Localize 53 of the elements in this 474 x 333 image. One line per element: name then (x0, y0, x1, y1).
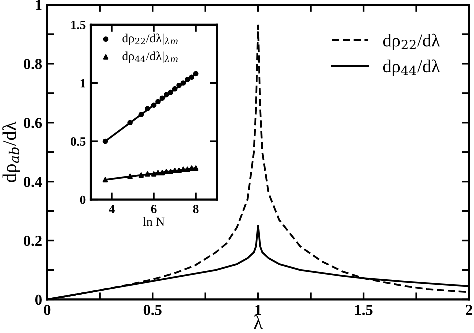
point (151, 172, 157, 177)
x-tick-label: 1 (256, 305, 262, 316)
y-tick-label: 0 (80, 196, 86, 204)
legend-label: dρ$_{44}$/dλ|$_{λm}$ (122, 52, 178, 64)
y-tick-label: 1.5 (72, 21, 86, 30)
point (180, 80, 186, 86)
point (189, 74, 195, 80)
y-tick-label: 0.2 (24, 236, 42, 246)
x-axis-title: ln N (143, 217, 165, 226)
x-tick-label: 6 (151, 205, 157, 214)
point (193, 71, 199, 77)
point (164, 92, 170, 98)
x-tick-label: 0 (44, 305, 51, 316)
point (156, 170, 161, 176)
x-tick-label: 1.5 (355, 305, 373, 316)
y-tick-label: 0.5 (71, 138, 86, 146)
point (151, 102, 157, 108)
x-tick-label: 2 (466, 305, 472, 316)
point (145, 172, 150, 177)
y-tick-label: 1 (80, 79, 86, 88)
legend-label: dρ$_{22}$/dλ (383, 34, 440, 50)
x-tick-label: 0.5 (144, 305, 162, 316)
point (168, 169, 174, 174)
x-tick-label: 8 (193, 205, 199, 214)
point (176, 168, 182, 174)
point (172, 168, 178, 174)
legend-label: dρ$_{44}$/dλ (383, 60, 440, 76)
y-tick-label: 1 (36, 0, 42, 10)
x-tick-label: 4 (109, 205, 115, 214)
y-tick-label: 0.4 (24, 176, 42, 188)
point (138, 172, 144, 178)
point (138, 112, 144, 118)
point (185, 77, 190, 82)
y-tick-label: 0.6 (24, 118, 42, 128)
point (180, 166, 186, 172)
point (160, 96, 166, 102)
point (168, 90, 174, 96)
y-axis-title: dρ$_{ab}$/dλ (2, 122, 20, 182)
point (164, 169, 170, 174)
point (145, 106, 150, 112)
point (176, 82, 182, 88)
point (185, 166, 190, 172)
point (160, 170, 166, 176)
y-tick-label: 0.8 (24, 59, 42, 70)
legend-label: dρ$_{22}$/dλ|$_{λm}$ (122, 34, 178, 46)
point (172, 86, 178, 92)
point (102, 177, 108, 183)
point (156, 99, 161, 105)
point (128, 120, 133, 126)
y-tick-label: 0 (35, 294, 42, 306)
x-axis-title: λ (254, 315, 263, 330)
point (102, 138, 108, 144)
point (128, 174, 133, 180)
